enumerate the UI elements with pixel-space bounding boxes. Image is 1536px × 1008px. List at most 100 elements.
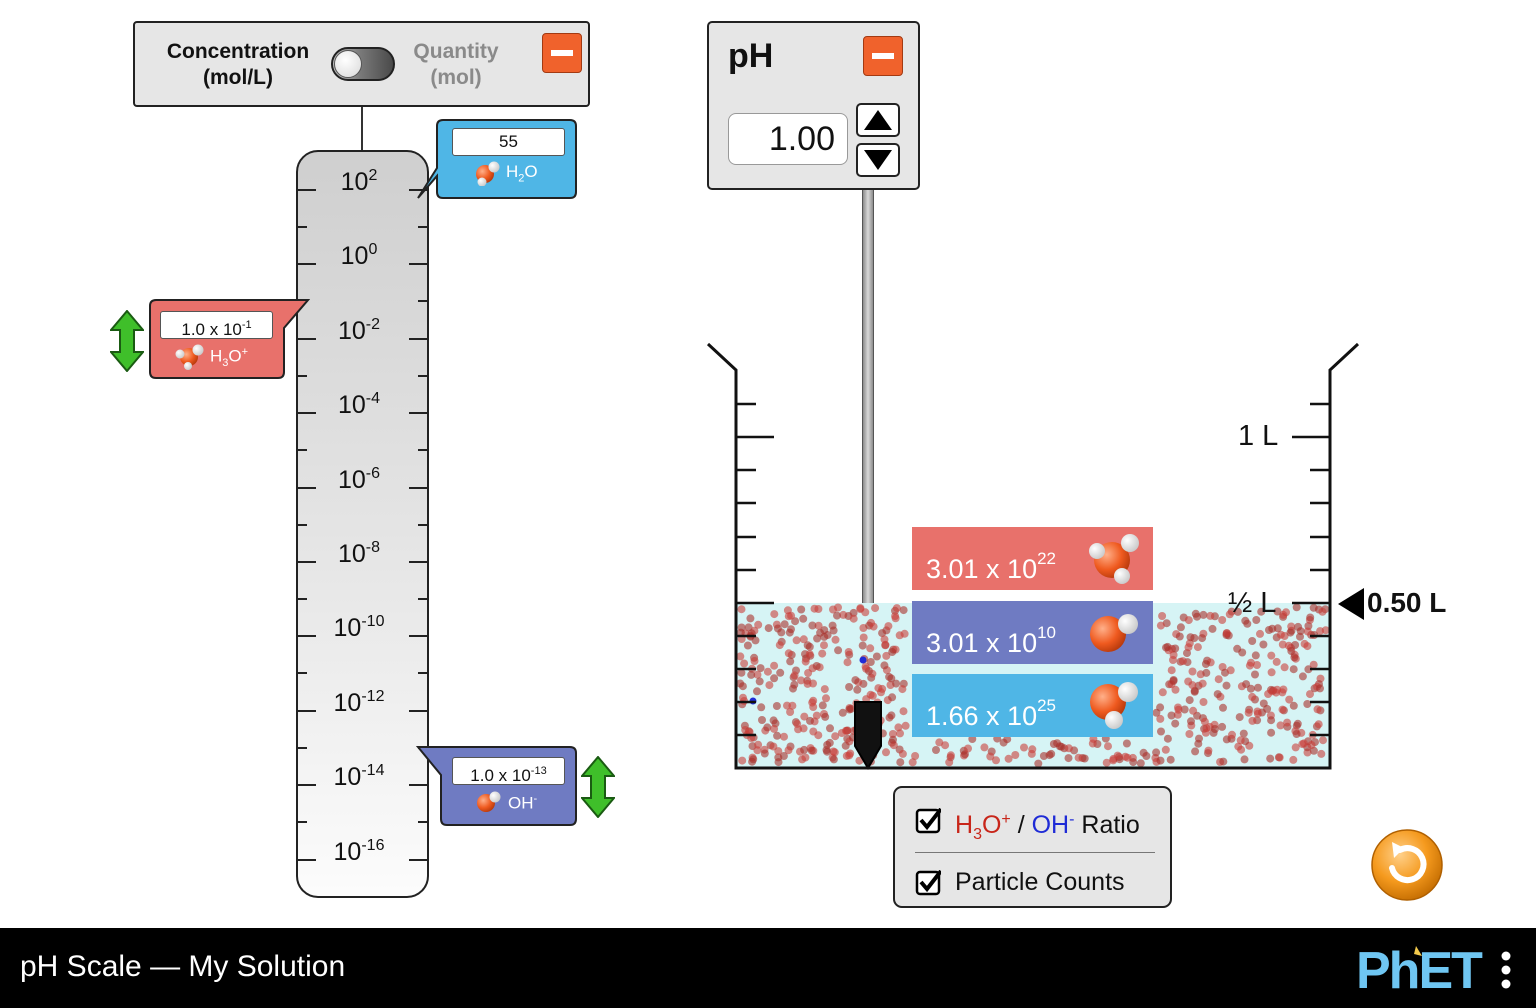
h3o-particle bbox=[880, 661, 889, 670]
h3o-particle bbox=[1289, 665, 1298, 674]
h3o-particle bbox=[774, 747, 783, 756]
h3o-particle bbox=[776, 668, 785, 677]
oh-drag-arrow-icon[interactable] bbox=[581, 756, 615, 818]
h3o-particle bbox=[1289, 755, 1298, 764]
scale-tick-label: 100 bbox=[340, 241, 378, 270]
h3o-particle bbox=[831, 732, 840, 741]
h3o-particle bbox=[895, 631, 904, 640]
h3o-particle bbox=[1292, 730, 1301, 738]
h3o-particle bbox=[1319, 736, 1327, 745]
h3o-particle bbox=[787, 625, 795, 634]
h3o-particle bbox=[737, 623, 746, 632]
kebab-menu-icon[interactable] bbox=[1500, 948, 1512, 992]
h3o-particle bbox=[808, 621, 817, 630]
h3o-particle bbox=[842, 751, 851, 760]
h3o-particle bbox=[806, 716, 814, 725]
h3o-particle bbox=[1251, 670, 1259, 679]
h3o-particle bbox=[1162, 643, 1170, 652]
h3o-particle bbox=[787, 611, 796, 620]
up-arrow-icon bbox=[864, 110, 892, 130]
h3o-particle bbox=[1298, 672, 1307, 681]
h3o-particle bbox=[1208, 624, 1217, 633]
h3o-particle bbox=[1306, 690, 1314, 699]
graph-connector-line bbox=[361, 107, 363, 151]
h3o-particle bbox=[760, 749, 769, 758]
h3o-drag-arrow-icon[interactable] bbox=[110, 310, 144, 372]
h3o-particle bbox=[1218, 616, 1227, 624]
h3o-particle bbox=[1248, 637, 1257, 645]
h3o-particle bbox=[814, 621, 823, 630]
h3o-particle bbox=[1303, 627, 1312, 636]
h3o-particle bbox=[1200, 717, 1209, 726]
h3o-particle bbox=[896, 729, 904, 738]
h3o-particle bbox=[1244, 708, 1253, 717]
graph-collapse-button[interactable] bbox=[542, 33, 582, 73]
h3o-particle bbox=[738, 682, 747, 691]
h3o-particle bbox=[804, 669, 813, 677]
h3o-particle bbox=[763, 667, 772, 676]
h3o-particle bbox=[1213, 690, 1222, 699]
h3o-particle bbox=[1222, 681, 1231, 690]
major-tick bbox=[409, 263, 429, 265]
h3o-particle bbox=[736, 652, 745, 661]
ph-probe-rod[interactable] bbox=[862, 190, 874, 710]
h3o-particle bbox=[1317, 749, 1326, 758]
reset-all-button[interactable] bbox=[1370, 828, 1444, 902]
h3o-particle bbox=[1053, 739, 1062, 748]
h3o-particle bbox=[1202, 668, 1211, 677]
h3o-particle bbox=[1256, 629, 1264, 638]
h3o-particle bbox=[770, 674, 779, 683]
h3o-particle bbox=[844, 648, 853, 656]
scale-tick-label: 10-10 bbox=[333, 613, 385, 642]
h3o-particle bbox=[1272, 657, 1281, 666]
h3o-particle bbox=[829, 755, 838, 764]
h3o-particle bbox=[1039, 752, 1048, 760]
h3o-particle bbox=[869, 622, 878, 631]
h3o-particle bbox=[882, 748, 890, 757]
reset-icon bbox=[1389, 842, 1427, 884]
ratio-checkbox-label: H3O+ / OH- Ratio bbox=[955, 811, 1140, 843]
h3o-particle bbox=[805, 642, 814, 651]
h3o-particle bbox=[741, 726, 750, 734]
h3o-particle bbox=[1184, 643, 1193, 652]
h3o-particle bbox=[1278, 705, 1287, 714]
h3o-particle bbox=[800, 745, 809, 754]
h3o-particle bbox=[946, 751, 955, 760]
h3o-particle bbox=[797, 676, 805, 685]
h3o-particle bbox=[1291, 743, 1300, 752]
h3o-particle bbox=[1219, 703, 1227, 712]
minor-tick bbox=[296, 672, 307, 674]
h3o-particle bbox=[755, 677, 764, 686]
h3o-particle bbox=[894, 723, 903, 732]
h3o-particle bbox=[1266, 754, 1275, 763]
major-tick bbox=[296, 710, 316, 712]
major-tick bbox=[409, 784, 429, 786]
h3o-particle bbox=[891, 614, 900, 623]
oh-callout-label: OH- bbox=[508, 793, 538, 813]
quantity-label[interactable]: Quantity (mol) bbox=[401, 39, 511, 91]
h3o-particle bbox=[826, 724, 834, 733]
ph-decrement-button[interactable] bbox=[856, 143, 900, 177]
minor-tick bbox=[418, 300, 429, 302]
h3o-particle bbox=[805, 650, 814, 659]
toggle-knob[interactable] bbox=[334, 50, 362, 78]
scale-tick-label: 10-6 bbox=[337, 465, 381, 494]
h3o-particle bbox=[1188, 667, 1197, 676]
h3o-particle bbox=[1233, 644, 1242, 653]
particle-counts-checkbox[interactable] bbox=[915, 870, 941, 896]
h3o-particle bbox=[1210, 725, 1219, 733]
h3o-particle bbox=[849, 614, 858, 623]
h3o-particle bbox=[809, 679, 817, 688]
ph-increment-button[interactable] bbox=[856, 103, 900, 137]
h3o-particle bbox=[1152, 708, 1161, 717]
units-toggle-switch[interactable] bbox=[331, 47, 395, 81]
ph-meter-collapse-button[interactable] bbox=[863, 36, 903, 76]
ratio-checkbox[interactable] bbox=[915, 808, 941, 834]
h3o-particle bbox=[1104, 742, 1112, 751]
h3o-particle bbox=[1198, 634, 1207, 643]
h3o-particle bbox=[746, 614, 755, 623]
h3o-particle bbox=[992, 756, 1000, 765]
h3o-particle bbox=[769, 716, 778, 725]
phet-logo[interactable]: PhET bbox=[1356, 942, 1486, 994]
concentration-label[interactable]: Concentration (mol/L) bbox=[155, 39, 321, 91]
